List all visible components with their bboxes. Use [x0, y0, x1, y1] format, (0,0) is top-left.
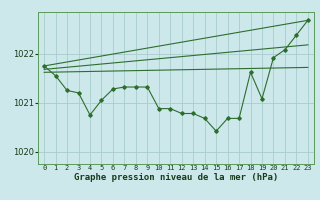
- X-axis label: Graphe pression niveau de la mer (hPa): Graphe pression niveau de la mer (hPa): [74, 173, 278, 182]
